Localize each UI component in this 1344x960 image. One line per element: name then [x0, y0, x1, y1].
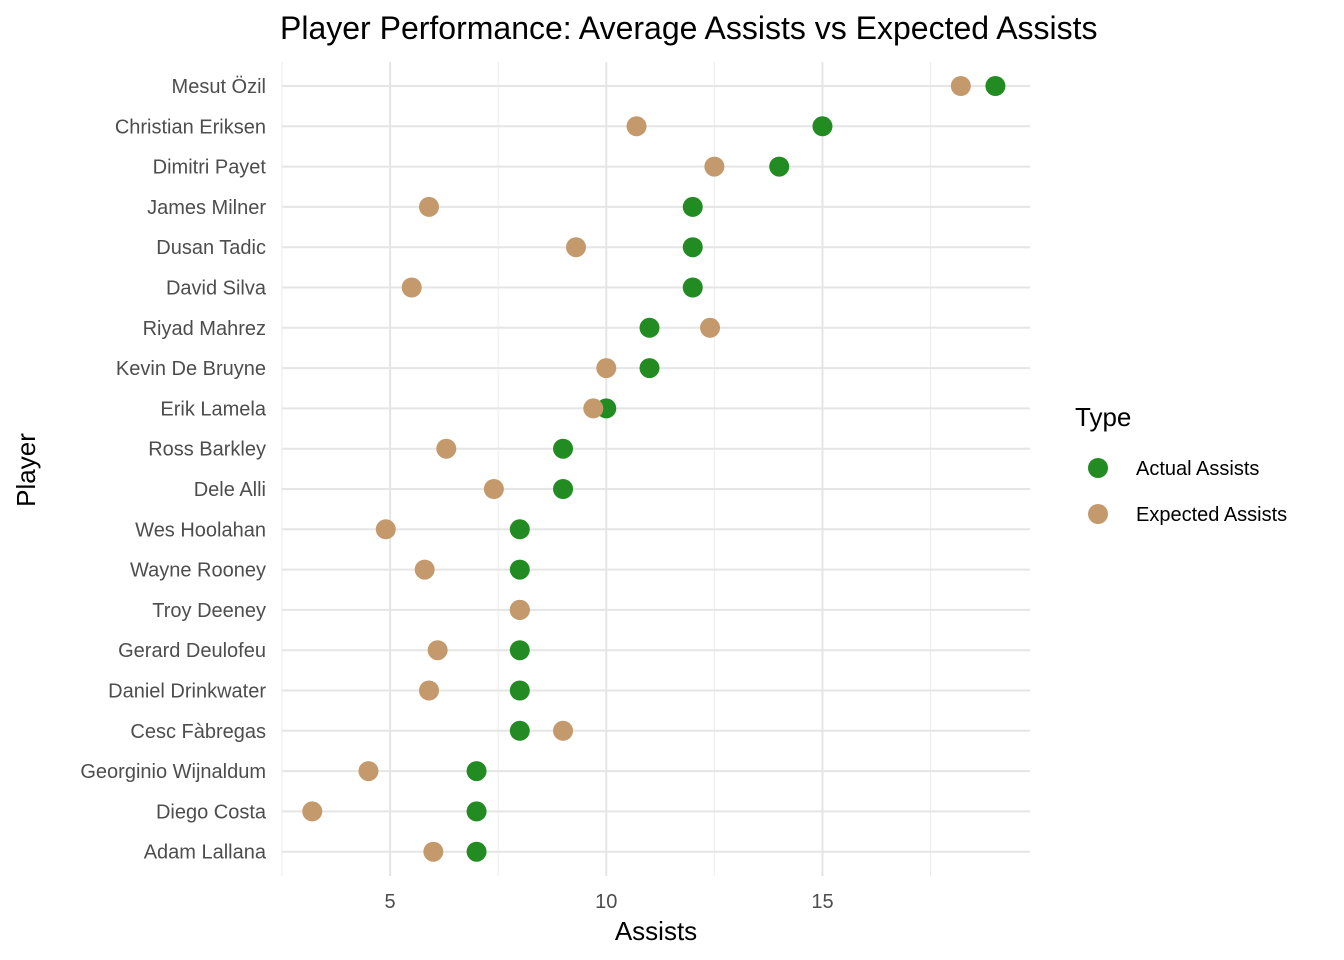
- actual-assists-point: [509, 519, 530, 540]
- x-tick-label: 15: [811, 891, 833, 913]
- y-tick-label: David Silva: [166, 278, 267, 300]
- y-tick-label: Dele Alli: [194, 479, 266, 501]
- expected-assists-point: [419, 196, 440, 217]
- actual-assists-point: [509, 559, 530, 580]
- actual-assists-point: [985, 76, 1006, 96]
- expected-assists-point: [302, 801, 323, 822]
- actual-assists-point: [509, 640, 530, 661]
- y-tick-label: Dimitri Payet: [153, 157, 267, 179]
- actual-assists-point: [466, 801, 487, 822]
- expected-assists-point: [401, 277, 422, 298]
- expected-assists-point: [419, 680, 440, 701]
- y-tick-label: Erik Lamela: [160, 398, 266, 420]
- expected-assists-point: [950, 76, 971, 96]
- y-tick-label: Kevin De Bruyne: [116, 358, 266, 380]
- chart-title: Player Performance: Average Assists vs E…: [280, 10, 1098, 46]
- y-tick-label: Troy Deeney: [152, 600, 266, 622]
- expected-assists-point: [414, 559, 435, 580]
- x-axis-title: Assists: [615, 916, 697, 946]
- y-tick-label: Christian Eriksen: [115, 116, 266, 138]
- expected-assists-point: [375, 519, 396, 540]
- legend-key: [1088, 458, 1108, 478]
- grid: [281, 62, 1030, 876]
- y-tick-label: Cesc Fàbregas: [130, 721, 266, 743]
- expected-assists-point: [583, 398, 604, 419]
- actual-assists-point: [639, 317, 660, 338]
- legend-label: Expected Assists: [1136, 504, 1287, 526]
- actual-assists-point: [682, 196, 703, 217]
- actual-assists-point: [466, 841, 487, 862]
- y-tick-label: Mesut Özil: [172, 76, 266, 98]
- actual-assists-point: [639, 358, 660, 379]
- tick-labels: 5 10 15 Mesut Özil Christian Eriksen Dimitri …: [80, 76, 833, 913]
- legend-key: [1088, 504, 1108, 524]
- y-tick-label: Riyad Mahrez: [143, 318, 266, 340]
- y-axis-title: Player: [11, 433, 41, 507]
- expected-assists-point: [427, 640, 448, 661]
- legend-label: Actual Assists: [1136, 458, 1259, 480]
- actual-assists-point: [509, 720, 530, 741]
- legend-title: Type: [1075, 402, 1131, 432]
- actual-assists-point: [553, 438, 574, 459]
- x-tick-label: 5: [385, 891, 396, 913]
- expected-assists-point: [626, 116, 647, 137]
- expected-assists-point: [423, 841, 444, 862]
- expected-assists-point: [553, 720, 574, 741]
- y-tick-label: Wayne Rooney: [130, 560, 266, 582]
- expected-assists-point: [700, 317, 721, 338]
- x-tick-label: 10: [595, 891, 617, 913]
- expected-assists-point: [358, 761, 379, 782]
- y-tick-label: Wes Hoolahan: [135, 519, 266, 541]
- points: [302, 76, 1006, 862]
- expected-assists-point: [483, 479, 504, 499]
- y-tick-label: Dusan Tadic: [156, 237, 266, 259]
- actual-assists-point: [509, 680, 530, 701]
- actual-assists-point: [769, 156, 790, 177]
- y-tick-label: Georginio Wijnaldum: [80, 761, 266, 783]
- y-tick-label: Daniel Drinkwater: [108, 681, 266, 703]
- legend: Type Actual Assists Expected Assists: [1075, 402, 1287, 526]
- y-tick-label: Gerard Deulofeu: [118, 640, 266, 662]
- actual-assists-point: [682, 237, 703, 258]
- actual-assists-point: [553, 479, 574, 499]
- actual-assists-point: [466, 761, 487, 782]
- expected-assists-point: [596, 358, 617, 379]
- expected-assists-point: [436, 438, 457, 459]
- y-tick-label: Ross Barkley: [148, 439, 266, 461]
- y-tick-label: Diego Costa: [156, 801, 267, 823]
- y-tick-label: Adam Lallana: [144, 842, 267, 864]
- actual-assists-point: [812, 116, 833, 137]
- expected-assists-point: [509, 599, 530, 620]
- actual-assists-point: [682, 277, 703, 298]
- expected-assists-point: [704, 156, 725, 177]
- expected-assists-point: [566, 237, 587, 258]
- y-tick-label: James Milner: [147, 197, 266, 219]
